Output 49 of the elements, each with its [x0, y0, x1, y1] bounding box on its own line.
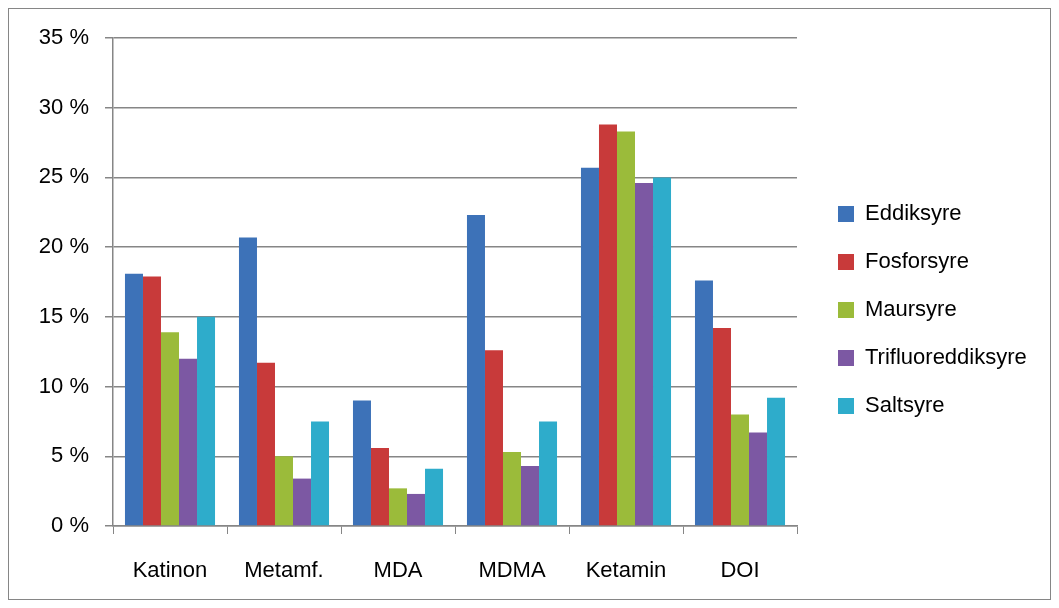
bar — [388, 488, 408, 526]
bar — [539, 421, 558, 526]
x-tick-label: Ketamin — [585, 557, 667, 583]
bar — [749, 432, 768, 526]
y-tick-label: 15 % — [38, 302, 89, 328]
bar — [370, 447, 389, 526]
bar — [179, 358, 198, 526]
bar — [598, 124, 617, 526]
bar — [694, 280, 713, 526]
bar — [256, 362, 275, 526]
bar — [653, 177, 672, 526]
bar — [466, 215, 485, 526]
bar — [124, 273, 143, 526]
bar — [274, 456, 294, 526]
y-tick-label: 30 % — [38, 93, 89, 119]
x-tick-label: Katinon — [132, 557, 208, 583]
legend-label: Maursyre — [865, 296, 957, 322]
bar — [311, 421, 330, 526]
bar — [580, 167, 599, 526]
bar — [767, 397, 786, 526]
y-tick-label: 5 % — [51, 442, 89, 468]
y-tick-label: 35 % — [38, 24, 89, 50]
x-tick-label: Metamf. — [244, 557, 324, 583]
bar — [635, 183, 654, 526]
bar — [484, 350, 503, 526]
bar — [407, 493, 426, 526]
bar — [712, 328, 731, 526]
bar — [197, 316, 216, 526]
x-tick-label: MDA — [373, 557, 423, 583]
bar — [521, 466, 540, 526]
bar — [616, 131, 636, 526]
bar — [352, 400, 371, 526]
bar — [160, 332, 180, 526]
bar — [730, 414, 750, 526]
legend-label: Saltsyre — [865, 392, 945, 418]
legend-label: Trifluoreddiksyre — [865, 344, 1027, 370]
y-tick-label: 10 % — [38, 372, 89, 398]
bar — [425, 468, 444, 526]
y-tick-label: 0 % — [51, 512, 89, 538]
y-tick-label: 20 % — [38, 233, 89, 259]
bar — [142, 276, 161, 526]
legend-label: Eddiksyre — [865, 200, 962, 226]
bar — [238, 237, 257, 526]
x-tick-label: MDMA — [478, 557, 546, 583]
y-tick-label: 25 % — [38, 163, 89, 189]
bar — [293, 478, 312, 526]
legend-label: Fosforsyre — [865, 248, 969, 274]
bar — [502, 452, 522, 526]
x-tick-label: DOI — [720, 557, 760, 583]
